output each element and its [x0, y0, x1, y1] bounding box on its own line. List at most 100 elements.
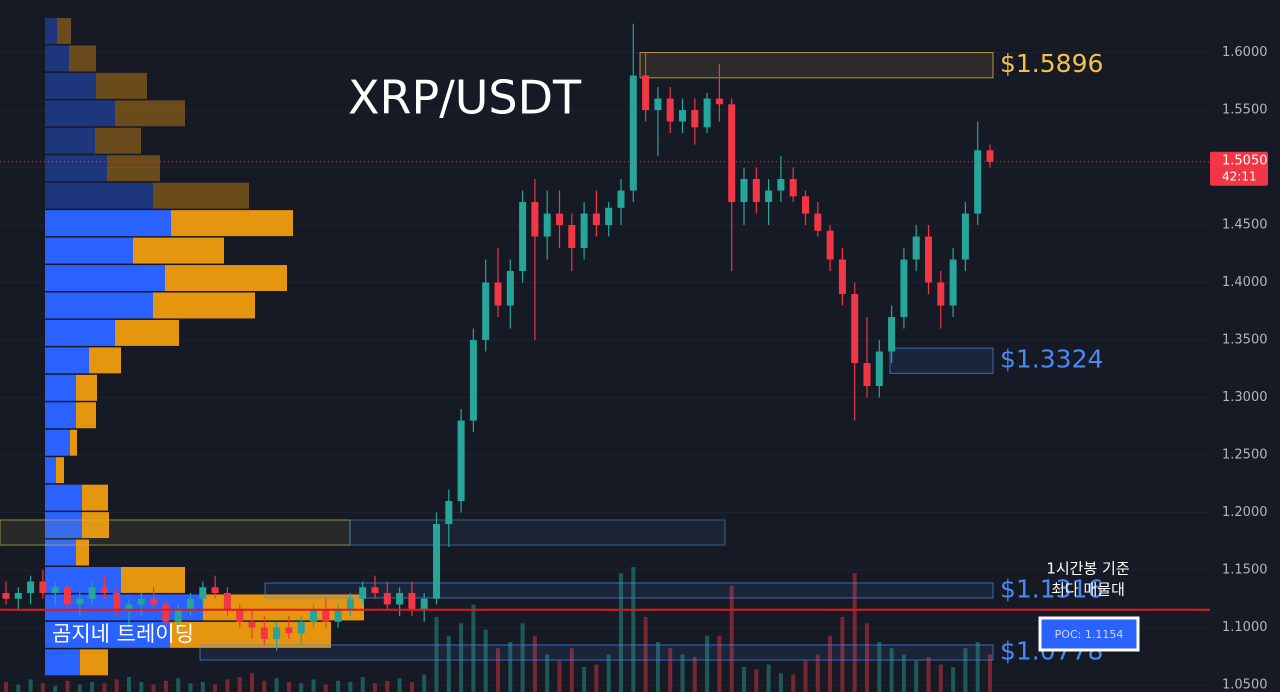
volume-bar [655, 642, 660, 692]
candle-body [482, 282, 490, 341]
candle-body [728, 104, 736, 203]
profile-sell [96, 72, 147, 99]
candle-body [39, 581, 47, 593]
profile-buy [45, 457, 56, 484]
candle-body [765, 190, 773, 203]
volume-bar [963, 648, 968, 692]
profile-sell [70, 429, 77, 456]
candle-body [137, 598, 145, 605]
candle-body [445, 501, 453, 525]
candle-body [433, 524, 440, 599]
volume-bar [90, 682, 95, 692]
volume-bar [778, 673, 783, 692]
volume-bar [225, 679, 230, 692]
volume-bar [360, 677, 365, 692]
volume-bar [422, 674, 427, 692]
candle-body [531, 202, 539, 237]
volume-bar [114, 679, 119, 692]
candle-body [691, 110, 699, 128]
candle-body [359, 587, 367, 599]
zone [199, 644, 994, 661]
candle-body [912, 236, 920, 260]
candle-body [494, 282, 502, 306]
volume-bar [286, 682, 291, 692]
zone [349, 519, 726, 546]
profile-buy [45, 512, 82, 539]
volume-bar [188, 683, 193, 692]
profile-buy [45, 649, 80, 676]
profile-sell [57, 18, 71, 44]
volume-bar [250, 673, 254, 692]
candle-body [740, 179, 748, 203]
profile-sell [107, 155, 160, 182]
candle-body [863, 363, 871, 387]
candle-body [506, 271, 514, 306]
candle-body [27, 581, 35, 593]
volume-bar [102, 683, 107, 692]
candle-body [236, 610, 244, 622]
poc-label: POC: 1.1154 [1055, 628, 1124, 641]
candle-body [125, 604, 133, 611]
volume-bar [840, 617, 845, 692]
candle-body [961, 213, 969, 260]
volume-bar [680, 654, 685, 692]
volume-bar [311, 679, 316, 692]
candle-body [592, 213, 600, 226]
volume-bar [471, 604, 476, 692]
volume-bar [77, 684, 82, 692]
candle-body [100, 587, 108, 593]
volume-bar [742, 667, 746, 692]
candle-body [383, 592, 391, 605]
candle-body [814, 213, 822, 231]
profile-buy [45, 429, 70, 456]
profile-buy [45, 237, 133, 264]
candle-body [2, 592, 10, 599]
profile-buy [45, 182, 153, 209]
zone-label: $1.1316 [1000, 574, 1103, 603]
volume-bar [163, 680, 168, 692]
candle-body [223, 592, 231, 611]
volume-bar [532, 635, 537, 692]
profile-buy [45, 72, 96, 99]
volume-bar [594, 664, 599, 692]
profile-sell [165, 265, 287, 291]
poc-note: 1시간봉 기준 [1046, 560, 1130, 578]
volume-bar [877, 642, 882, 692]
candle-body [519, 202, 527, 272]
volume-bar [274, 678, 279, 692]
candle-body [285, 627, 293, 634]
volume-bar [729, 585, 734, 692]
volume-bar [200, 682, 205, 692]
volume-bar [852, 573, 857, 692]
last-price-label: 1.5050 [1222, 153, 1268, 168]
y-tick-label: 1.3500 [1222, 333, 1268, 348]
profile-buy [45, 155, 107, 182]
volume-bar [545, 654, 550, 692]
candle-body [900, 259, 908, 318]
candle-body [974, 150, 982, 214]
volume-bar [53, 685, 58, 692]
y-tick-label: 1.5500 [1222, 103, 1268, 118]
volume-bar [336, 680, 341, 692]
y-tick-label: 1.0500 [1222, 677, 1268, 692]
profile-buy [45, 292, 153, 319]
volume-bar [176, 678, 181, 692]
volume-bar [619, 573, 623, 692]
candle-body [789, 179, 797, 197]
watermark: 곰지네 트레이딩 [52, 622, 194, 646]
profile-sell [82, 512, 109, 539]
volume-bar [213, 684, 218, 692]
candle-body [925, 236, 932, 283]
candle-body [617, 190, 625, 208]
zone [264, 582, 994, 599]
candle-body [187, 598, 194, 611]
volume-bar [299, 683, 304, 692]
y-tick-label: 1.3000 [1222, 390, 1268, 405]
profile-buy [45, 18, 57, 44]
candle-body [703, 98, 711, 128]
candle-body [666, 98, 674, 122]
profile-sell [80, 649, 108, 676]
zone-label: $1.3324 [1000, 345, 1103, 374]
chart-title: XRP/USDT [348, 71, 582, 125]
